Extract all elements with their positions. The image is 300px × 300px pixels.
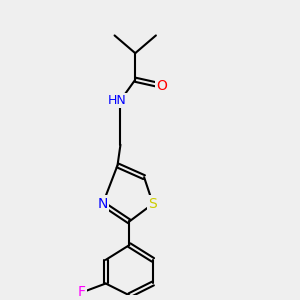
Text: O: O [156,79,167,93]
Text: S: S [148,197,157,211]
Text: F: F [78,285,86,299]
Text: N: N [98,197,108,211]
Text: HN: HN [108,94,127,107]
